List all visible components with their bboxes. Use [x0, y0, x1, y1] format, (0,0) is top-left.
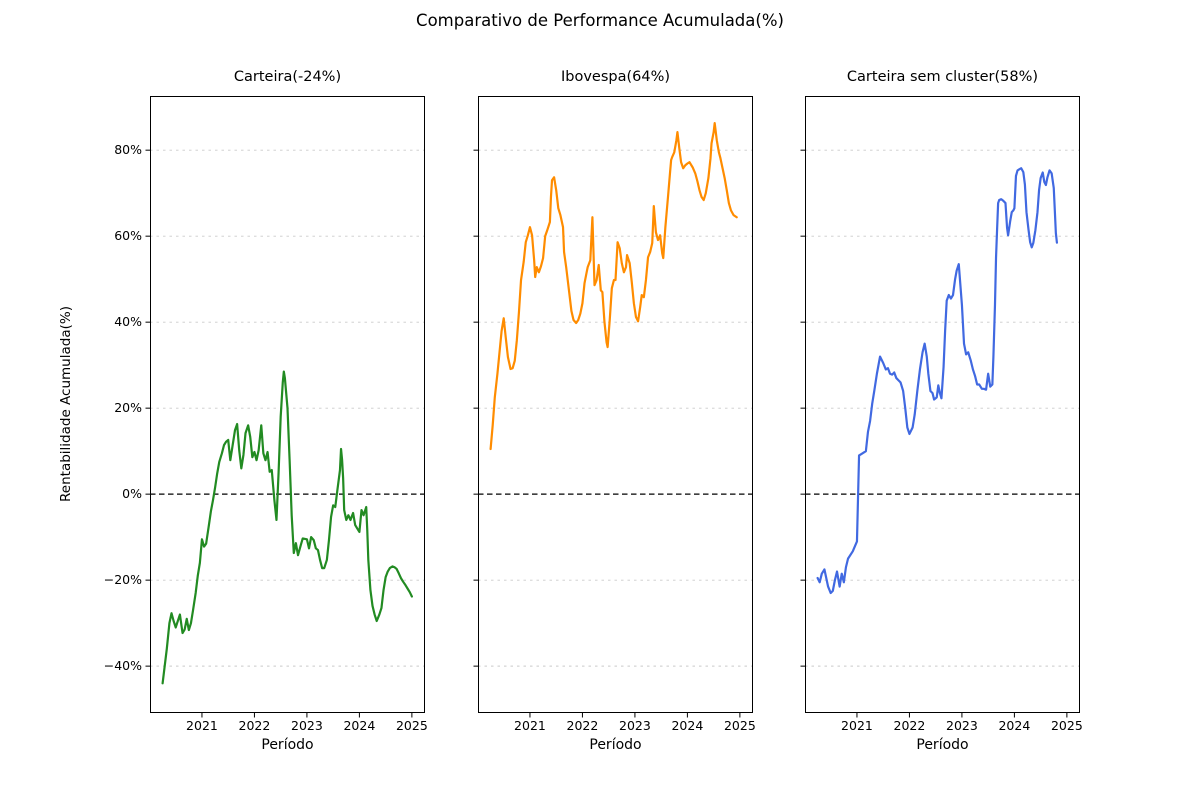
subplot-2-plot-area	[473, 96, 753, 718]
x-tick-label: 2022	[238, 718, 271, 733]
x-tick-label: 2024	[998, 718, 1031, 733]
y-tick-label: −20%	[103, 572, 142, 588]
y-tick-label: 80%	[114, 142, 142, 158]
x-tick-label: 2021	[514, 718, 546, 733]
y-axis-label: Rentabilidade Acumulada(%)	[58, 306, 74, 502]
x-tick-label: 2025	[723, 718, 756, 733]
subplot-1-plot-area	[145, 96, 425, 718]
y-tick-label: 20%	[114, 400, 142, 416]
x-axis-label-1: Período	[261, 737, 314, 753]
x-tick-label: 2022	[893, 718, 926, 733]
series-line-ibovespa	[489, 121, 738, 451]
x-tick-label: 2025	[1050, 718, 1083, 733]
y-tick-label: 0%	[122, 486, 142, 502]
x-tick-label: 2024	[671, 718, 704, 733]
x-axis-label-3: Período	[916, 737, 969, 753]
x-tick-label: 2021	[841, 718, 873, 733]
series-line-carteira	[161, 370, 413, 685]
figure-title: Comparativo de Performance Acumulada(%)	[416, 11, 784, 30]
plot-border	[150, 96, 425, 713]
x-tick-label: 2023	[946, 718, 978, 733]
plot-border	[478, 96, 753, 713]
x-tick-label: 2023	[619, 718, 651, 733]
subplot-title-ibovespa: Ibovespa(64%)	[560, 69, 671, 85]
subplot-title-carteira-sem-cluster: Carteira sem cluster(58%)	[846, 69, 1039, 85]
x-axis-label-2: Período	[589, 737, 642, 753]
y-tick-label: −40%	[103, 658, 142, 674]
x-tick-label: 2024	[343, 718, 376, 733]
x-tick-label: 2023	[291, 718, 323, 733]
plot-border	[805, 96, 1080, 713]
subplot-3-plot-area	[800, 96, 1080, 718]
x-tick-label: 2021	[186, 718, 218, 733]
y-tick-label: 40%	[114, 314, 142, 330]
series-line-carteira-sem-cluster	[816, 167, 1059, 595]
x-tick-label: 2025	[395, 718, 428, 733]
x-tick-label: 2022	[566, 718, 599, 733]
y-tick-label: 60%	[114, 228, 142, 244]
subplot-title-carteira: Carteira(-24%)	[233, 69, 342, 85]
